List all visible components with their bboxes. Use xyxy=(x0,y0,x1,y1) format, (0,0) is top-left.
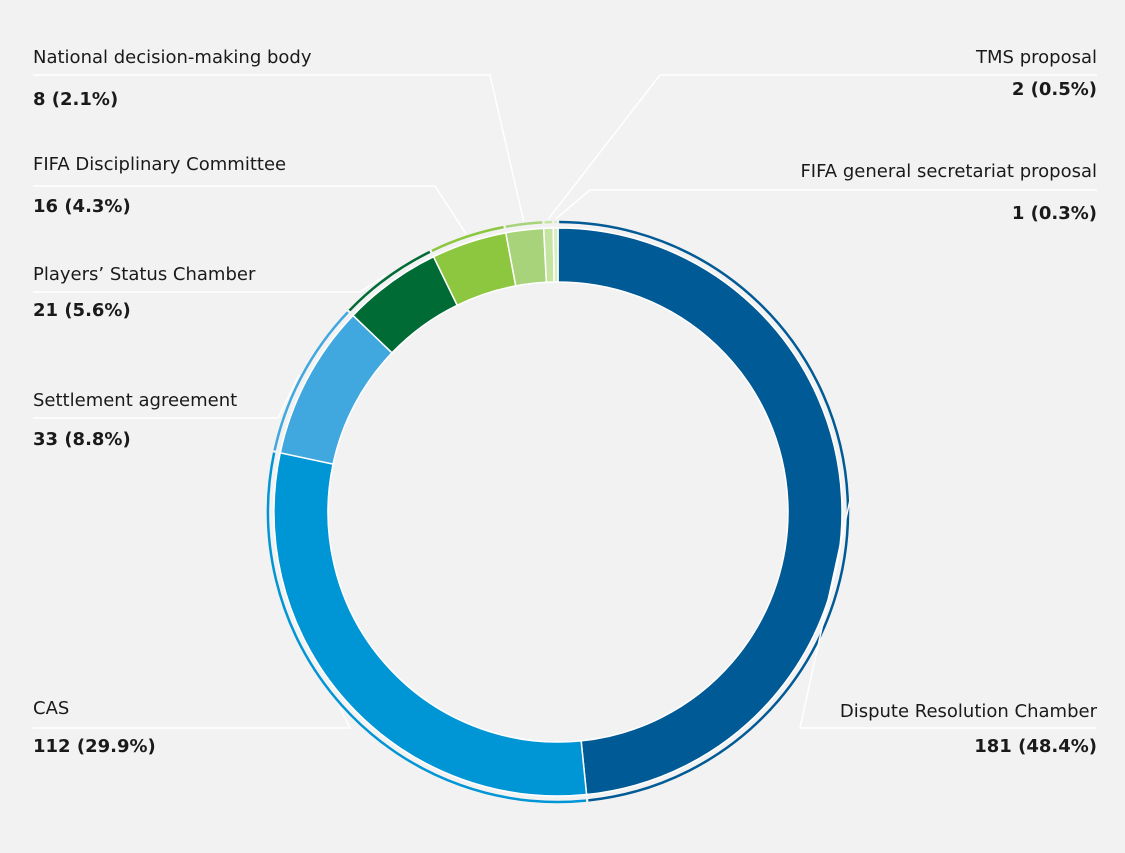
category-label: CAS xyxy=(33,698,69,719)
category-label: FIFA general secretariat proposal xyxy=(800,161,1097,182)
leader-line xyxy=(555,189,1097,220)
donut-segment xyxy=(542,227,555,284)
leader-line xyxy=(33,707,352,729)
category-label: FIFA Disciplinary Committee xyxy=(33,154,286,175)
category-label: Dispute Resolution Chamber xyxy=(840,701,1098,722)
value-label: 21 (5.6%) xyxy=(33,300,131,321)
value-label: 16 (4.3%) xyxy=(33,196,131,217)
value-label: 33 (8.8%) xyxy=(33,429,131,450)
outer-ring xyxy=(505,221,543,228)
leader-line xyxy=(33,274,386,293)
outer-ring xyxy=(431,225,504,252)
donut-segment xyxy=(552,227,559,283)
category-label: Players’ Status Chamber xyxy=(33,264,256,285)
value-label: 112 (29.9%) xyxy=(33,736,156,757)
leader-line xyxy=(799,497,1097,729)
outer-ring xyxy=(273,311,349,451)
outer-ring xyxy=(266,452,587,804)
donut-segment xyxy=(273,451,588,797)
category-label: National decision-making body xyxy=(33,47,312,68)
value-label: 2 (0.5%) xyxy=(1012,79,1097,100)
donut-segment xyxy=(557,227,843,796)
category-label: Settlement agreement xyxy=(33,390,237,411)
leader-line xyxy=(33,74,525,222)
outer-ring xyxy=(559,220,850,802)
leader-line xyxy=(33,185,467,235)
value-label: 181 (48.4%) xyxy=(974,736,1097,757)
outer-ring xyxy=(348,250,431,312)
value-label: 1 (0.3%) xyxy=(1012,203,1097,224)
leader-line xyxy=(33,374,300,419)
leader-line xyxy=(547,74,1097,220)
category-label: TMS proposal xyxy=(975,47,1097,68)
value-label: 8 (2.1%) xyxy=(33,89,118,110)
